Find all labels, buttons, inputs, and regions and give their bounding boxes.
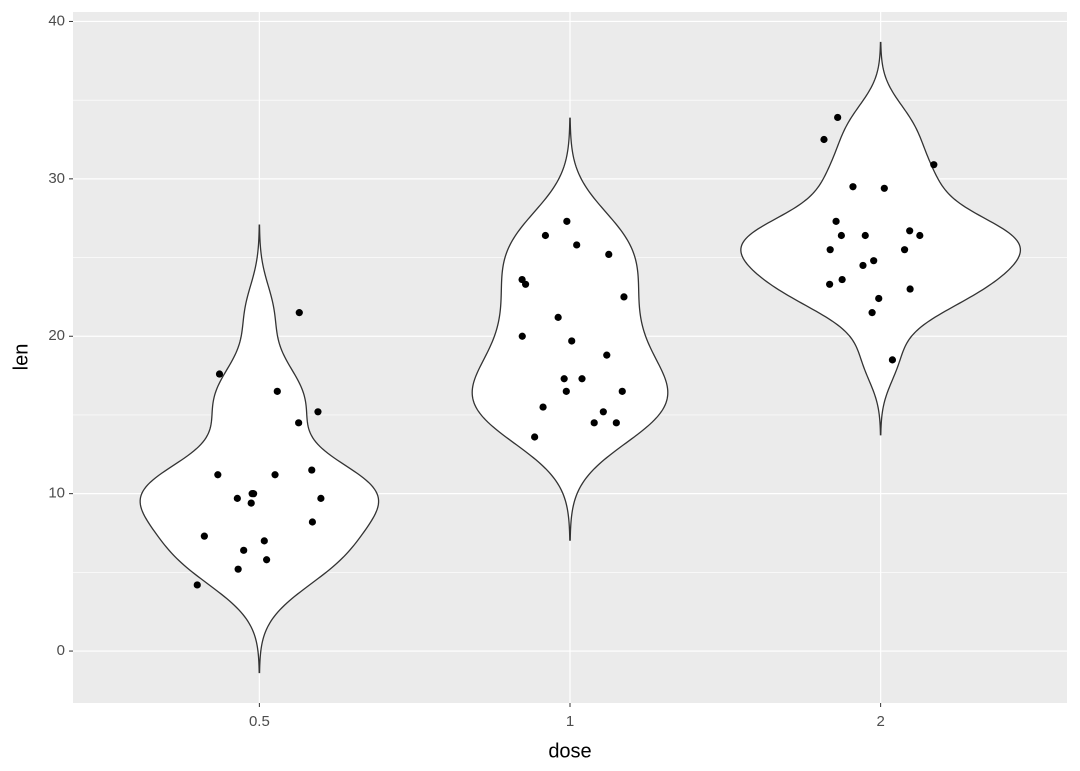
point <box>273 387 281 395</box>
point <box>849 183 857 191</box>
point <box>200 532 208 540</box>
point <box>260 537 268 545</box>
point <box>308 518 317 526</box>
point <box>193 581 201 589</box>
point <box>605 250 613 259</box>
point <box>870 257 878 265</box>
point <box>295 419 303 427</box>
point <box>820 135 828 144</box>
point <box>314 408 322 416</box>
point <box>838 275 846 284</box>
point <box>906 285 914 293</box>
y-tick-label: 20 <box>48 327 65 344</box>
point <box>541 231 550 240</box>
y-tick-label: 40 <box>48 12 65 29</box>
point <box>880 184 888 192</box>
point <box>826 280 834 288</box>
point <box>247 499 255 507</box>
point <box>861 231 869 240</box>
x-tick-label: 0.5 <box>249 713 270 730</box>
point <box>308 466 316 474</box>
point <box>240 546 248 554</box>
point <box>603 351 611 359</box>
point <box>317 494 325 502</box>
point <box>563 217 571 225</box>
point <box>590 419 598 427</box>
point <box>271 471 279 479</box>
point <box>875 294 883 303</box>
point <box>560 375 568 383</box>
violin <box>740 41 1022 436</box>
point <box>620 293 628 301</box>
point <box>568 337 576 345</box>
point <box>233 494 241 502</box>
point <box>612 419 620 427</box>
point <box>518 332 526 340</box>
point <box>826 246 834 254</box>
point <box>930 161 938 169</box>
point <box>263 556 271 564</box>
point <box>859 261 867 270</box>
point <box>599 408 607 416</box>
y-axis-title: len <box>10 344 32 371</box>
point <box>573 241 581 249</box>
point <box>900 246 909 254</box>
point <box>248 490 256 498</box>
point <box>837 231 845 240</box>
y-tick-label: 10 <box>48 485 65 502</box>
x-axis-title: dose <box>548 740 591 762</box>
violin <box>471 117 669 541</box>
point <box>562 387 570 395</box>
point <box>531 433 539 441</box>
point <box>618 387 626 395</box>
point <box>832 217 840 225</box>
violin <box>139 224 380 674</box>
point <box>916 231 924 240</box>
point <box>295 309 303 317</box>
point <box>888 356 897 364</box>
point <box>554 313 562 321</box>
point <box>214 471 222 479</box>
x-tick-label: 2 <box>876 713 884 730</box>
point <box>215 370 224 378</box>
point <box>518 275 526 284</box>
y-tick-label: 0 <box>57 642 65 659</box>
point <box>868 309 876 317</box>
point <box>834 113 842 122</box>
point <box>234 565 242 573</box>
x-tick-label: 1 <box>566 713 574 730</box>
point <box>906 227 914 235</box>
point <box>578 375 586 383</box>
point <box>539 403 547 411</box>
y-tick-label: 30 <box>48 170 65 187</box>
